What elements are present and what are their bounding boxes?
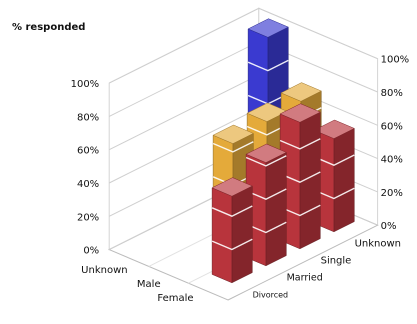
bar-segment-line	[313, 154, 355, 166]
bar-top-face	[211, 177, 253, 197]
bar-segment-line	[279, 171, 321, 183]
y-tick-label-right: 60%	[381, 121, 403, 132]
bar-segment-line	[313, 187, 355, 200]
bars-group	[211, 18, 355, 284]
gridline	[108, 7, 378, 84]
y-tick-label-left: 40%	[77, 179, 99, 190]
labels-group: 0% 0% 20% 20% 40% 40% 60% 60% 80% 80% 100% 100% Unkn…	[71, 55, 410, 304]
y-tick-label-right: 40%	[381, 155, 403, 166]
bar-top-face	[280, 82, 322, 102]
y-tick-label-left: 80%	[77, 112, 99, 123]
y-tick-label-left: 0%	[83, 246, 99, 257]
bar-top-face	[245, 143, 287, 163]
y-tick-label-left: 20%	[77, 212, 99, 223]
y-tick-label-right: 20%	[381, 188, 403, 199]
bar-segment-line	[279, 204, 321, 217]
x-category-label: Unknown	[81, 265, 127, 276]
bar-top-face	[212, 124, 254, 144]
y-tick-label-left: 60%	[77, 146, 99, 157]
bar-top-face	[279, 103, 321, 123]
x-category-label: Female	[157, 293, 193, 304]
z-category-label: Married	[287, 273, 323, 284]
z-category-label: Single	[321, 256, 352, 267]
z-category-label: Unknown	[355, 239, 401, 250]
bar	[245, 143, 287, 267]
bar-front-face	[211, 187, 233, 284]
z-category-label: Divorced	[253, 291, 289, 300]
bar-segment-line	[211, 238, 253, 251]
x-category-label: Male	[137, 279, 161, 290]
bar-segment-line	[245, 155, 287, 167]
y-tick-label-right: 100%	[381, 55, 410, 66]
bar-segment-line	[279, 138, 321, 150]
bar-segment-line	[247, 59, 289, 72]
bar-side-face	[333, 127, 355, 233]
bar-segment-line	[212, 141, 254, 153]
y-tick-label-left: 100%	[71, 79, 100, 90]
bar-segment-line	[211, 205, 253, 217]
y-tick-label-right: 80%	[381, 88, 403, 99]
bar-side-face	[231, 185, 253, 284]
bar-segment-line	[245, 221, 287, 234]
bar	[211, 177, 253, 284]
chart-title: % responded	[12, 22, 86, 33]
bar-top-face	[247, 18, 289, 38]
y-tick-label-right: 0%	[381, 221, 397, 232]
bar-top-face	[313, 119, 355, 139]
bar-segment-line	[245, 188, 287, 200]
bar-side-face	[265, 151, 287, 267]
